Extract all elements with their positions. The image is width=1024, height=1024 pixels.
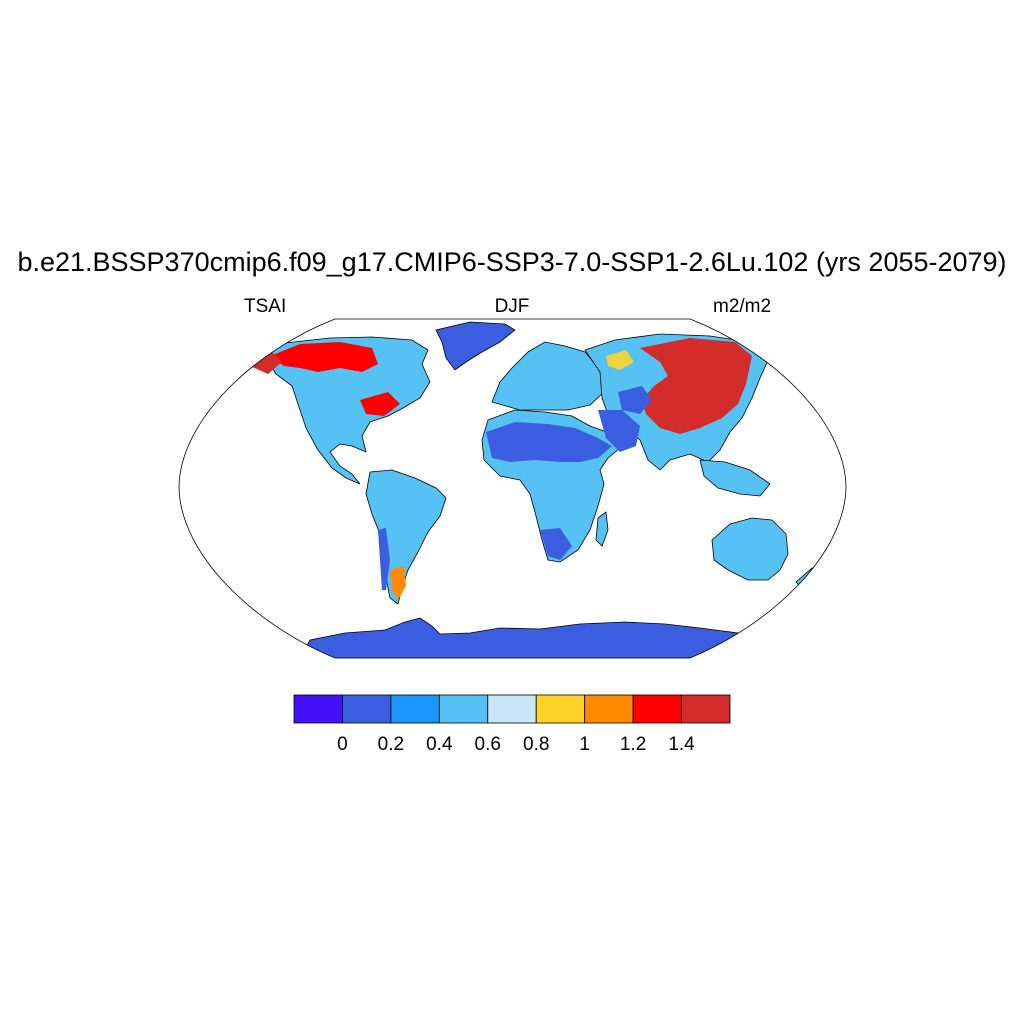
landmass-southeast-asia <box>699 459 771 497</box>
andes-blue <box>378 528 390 590</box>
colorbar-swatch <box>293 694 343 724</box>
colorbar-tick-label: 0.6 <box>474 734 501 755</box>
colorbar <box>293 694 731 724</box>
arabia-region <box>598 410 640 452</box>
patagonia-orange <box>390 566 406 600</box>
sahara-region <box>486 422 612 462</box>
colorbar-swatch <box>487 694 537 724</box>
colorbar-swatch <box>535 694 586 724</box>
variable-label: TSAI <box>244 296 287 317</box>
colorbar-swatch <box>390 694 440 724</box>
colorbar-tick-label: 0 <box>337 734 348 755</box>
central-asia-blue <box>618 386 652 414</box>
colorbar-tick-label: 0.4 <box>426 734 453 755</box>
colorbar-swatch <box>632 694 682 724</box>
colorbar-swatch <box>584 694 634 724</box>
landmass-south-america <box>365 469 447 605</box>
units-label: m2/m2 <box>713 296 772 317</box>
colorbar-tick-label: 1 <box>579 734 590 755</box>
colorbar-tick-label: 1.4 <box>668 734 695 755</box>
landmass-north-america <box>261 336 431 485</box>
landmass-antarctica <box>299 617 746 658</box>
alaska-high-lai <box>250 352 282 374</box>
map-area <box>250 321 819 658</box>
canada-high-lai <box>270 342 378 372</box>
colorbar-tick-label: 0.2 <box>377 734 405 755</box>
landmass-australia <box>711 517 789 581</box>
map-frame <box>178 318 847 659</box>
landmass-greenland <box>435 321 516 371</box>
eastern-us-high-lai <box>360 392 400 416</box>
landmass-madagascar <box>595 511 609 547</box>
page-title: b.e21.BSSP370cmip6.f09_g17.CMIP6-SSP3-7.… <box>17 247 1007 277</box>
colorbar-swatch <box>438 694 489 724</box>
siberia-yellow <box>606 350 634 370</box>
tibet-high-lai <box>640 338 752 434</box>
colorbar-swatch <box>342 694 392 724</box>
colorbar-swatch <box>681 694 731 724</box>
southern-africa-blue <box>540 528 572 560</box>
colorbar-tick-label: 1.2 <box>619 734 647 755</box>
colorbar-tick-label: 0.8 <box>523 734 550 755</box>
season-label: DJF <box>494 296 530 317</box>
landmass-new-zealand <box>795 567 819 591</box>
